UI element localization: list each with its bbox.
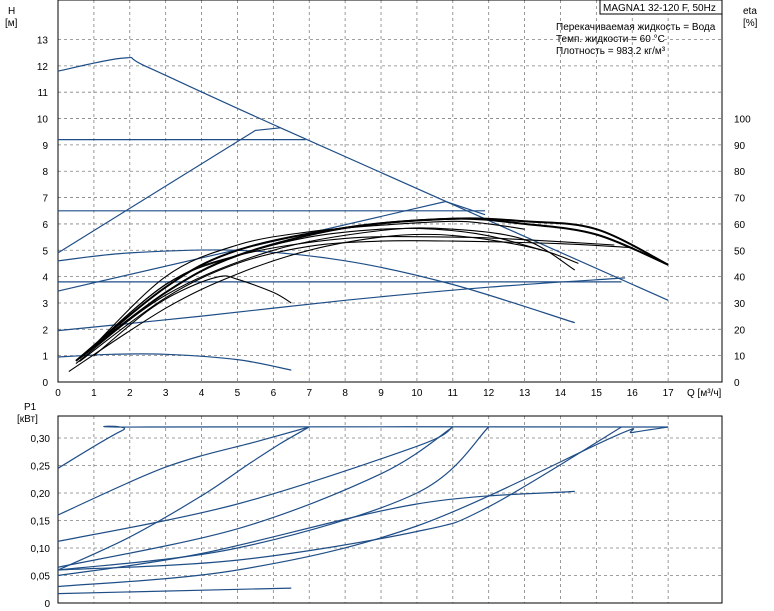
tick-label-power: 0 (44, 599, 50, 610)
tick-label-head: 9 (42, 141, 48, 152)
tick-label-x-top: 17 (663, 388, 675, 399)
tick-label-eta: 70 (734, 194, 746, 205)
efficiency-curve-11 (75, 227, 576, 365)
tick-label-x-top: 15 (591, 388, 603, 399)
eta-axis-unit: [%] (743, 18, 758, 29)
efficiency-curve-13 (82, 227, 543, 357)
tick-label-head: 0 (42, 378, 48, 389)
tick-label-x-top: 9 (378, 388, 384, 399)
top-plot-frame (57, 0, 723, 383)
tick-label-head: 3 (42, 299, 48, 310)
tick-label-x-top: 5 (235, 388, 241, 399)
power-curve-3 (57, 426, 454, 542)
axis-layer (57, 0, 723, 604)
tick-label-x-top: 13 (519, 388, 531, 399)
efficiency-curve-15 (93, 275, 292, 357)
power-curve-0 (57, 425, 669, 469)
tick-label-x-top: 16 (627, 388, 639, 399)
head-axis-label: H (8, 6, 15, 17)
tick-label-eta: 10 (734, 352, 746, 363)
efficiency-curve-16 (78, 217, 669, 360)
series-layer (57, 56, 669, 595)
tick-label-x-top: 2 (127, 388, 133, 399)
tick-label-head: 7 (42, 194, 48, 205)
tick-label-power: 0,25 (31, 462, 51, 473)
power-curve-4 (57, 426, 454, 568)
head-curve-0 (57, 56, 669, 301)
tick-label-head: 12 (37, 62, 49, 73)
power-curve-1 (57, 426, 310, 516)
head-curve-8 (57, 353, 292, 371)
tick-label-head: 8 (42, 167, 48, 178)
tick-label-head: 2 (42, 325, 48, 336)
flow-axis-label: Q [м³/ч] (687, 388, 722, 399)
head-curve-5 (57, 200, 486, 292)
tick-label-eta: 90 (734, 141, 746, 152)
tick-label-x-top: 4 (199, 388, 205, 399)
tick-label-x-top: 0 (55, 388, 61, 399)
tick-label-power: 0,15 (31, 517, 51, 528)
tick-label-head: 13 (37, 36, 49, 47)
tick-label-power: 0,05 (31, 572, 51, 583)
tick-label-x-top: 7 (306, 388, 312, 399)
tick-label-x-top: 6 (271, 388, 277, 399)
model-title: MAGNA1 32-120 F, 50Hz (603, 3, 716, 14)
tick-label-head: 10 (37, 115, 49, 126)
efficiency-curve-17 (75, 217, 669, 362)
tick-label-x-top: 11 (448, 388, 459, 399)
power-axis-unit: [кВт] (17, 414, 38, 425)
info-density: Плотность = 983.2 кг/м³ (556, 46, 666, 57)
model-title-box (599, 0, 723, 15)
tick-label-head: 4 (42, 273, 48, 284)
bottom-plot-frame (57, 415, 723, 604)
tick-label-eta: 80 (734, 167, 746, 178)
tick-label-x-top: 12 (483, 388, 495, 399)
eta-axis-label: eta (743, 6, 757, 17)
info-fluid: Перекачиваемая жидкость = Вода (556, 22, 716, 33)
tick-label-power: 0,10 (31, 544, 51, 555)
power-curve-7 (57, 426, 669, 588)
head-axis-unit: [м] (5, 18, 18, 29)
tick-label-head: 11 (38, 88, 49, 99)
power-curve-9 (57, 426, 622, 571)
power-curve-2 (57, 426, 310, 571)
tick-label-eta: 100 (734, 115, 751, 126)
tick-label-x-top: 1 (91, 388, 97, 399)
head-curve-7 (57, 277, 626, 332)
tick-label-x-top: 8 (342, 388, 348, 399)
tick-label-power: 0,30 (31, 434, 51, 445)
tick-label-eta: 20 (734, 325, 746, 336)
tick-label-eta: 60 (734, 220, 746, 231)
tick-label-eta: 40 (734, 273, 746, 284)
power-curve-5 (57, 426, 490, 571)
power-axis-label: P1 (24, 402, 37, 413)
tick-label-x-top: 3 (163, 388, 169, 399)
head-curve-6 (57, 249, 575, 324)
head-curve-1 (57, 127, 281, 254)
power-curve-8 (57, 587, 292, 595)
efficiency-curve-12 (68, 233, 579, 372)
tick-label-x-top: 10 (411, 388, 423, 399)
tick-label-power: 0,20 (31, 489, 51, 500)
tick-label-eta: 0 (734, 378, 740, 389)
info-temperature: Темп. жидкости = 60 °C (556, 34, 665, 45)
tick-label-eta: 30 (734, 299, 746, 310)
grid-layer (58, 0, 722, 603)
tick-label-head: 6 (42, 220, 48, 231)
tick-label-head: 1 (42, 352, 48, 363)
tick-label-x-top: 14 (555, 388, 567, 399)
tick-label-head: 5 (42, 246, 48, 257)
tick-label-eta: 50 (734, 246, 746, 257)
tick-labels: 0 1 2 3 4 5 6 7 8 9 10 11 12 13 14 15 16 1701234567891011… (31, 36, 752, 610)
